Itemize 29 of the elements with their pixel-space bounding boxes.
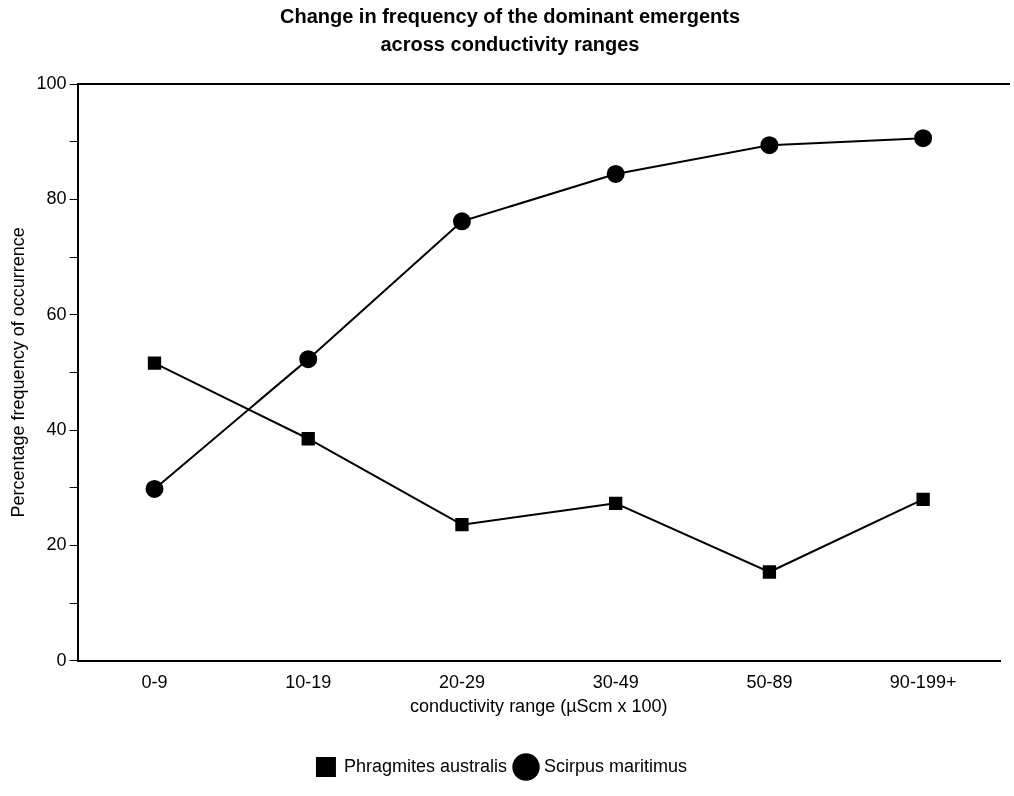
x-tick-label: 30-49 <box>592 671 639 692</box>
legend-label: Scirpus maritimus <box>544 755 688 776</box>
legend-label: Phragmites australis <box>343 755 508 776</box>
point <box>145 479 164 498</box>
y-axis-title: Percentage frequency of occurrence <box>7 227 28 518</box>
point <box>914 129 933 148</box>
point <box>760 136 779 155</box>
y-tick-label: 80 <box>46 188 67 209</box>
point <box>609 496 623 510</box>
x-tick-label: 10-19 <box>285 671 332 692</box>
point <box>455 518 469 532</box>
y-tick-label: 100 <box>36 72 67 93</box>
point <box>916 492 930 506</box>
point <box>147 356 162 370</box>
y-tick-label: 0 <box>56 649 67 670</box>
y-tick-label: 40 <box>46 419 67 440</box>
x-tick-label: 20-29 <box>438 671 485 692</box>
x-tick-label: 0-9 <box>141 671 168 692</box>
y-tick-label: 20 <box>46 534 67 555</box>
chart-title: Change in frequency of the dominant emergents across conductivity ranges <box>278 4 742 57</box>
y-tick-label: 60 <box>46 303 67 324</box>
point <box>762 565 777 579</box>
point <box>301 432 315 446</box>
x-tick-label: 90-199+ <box>889 671 957 692</box>
x-axis-title: conductivity range (µScm x 100) <box>410 696 668 717</box>
point <box>299 350 318 369</box>
point <box>452 212 471 231</box>
x-tick-label: 50-89 <box>746 671 793 692</box>
point <box>606 164 625 183</box>
